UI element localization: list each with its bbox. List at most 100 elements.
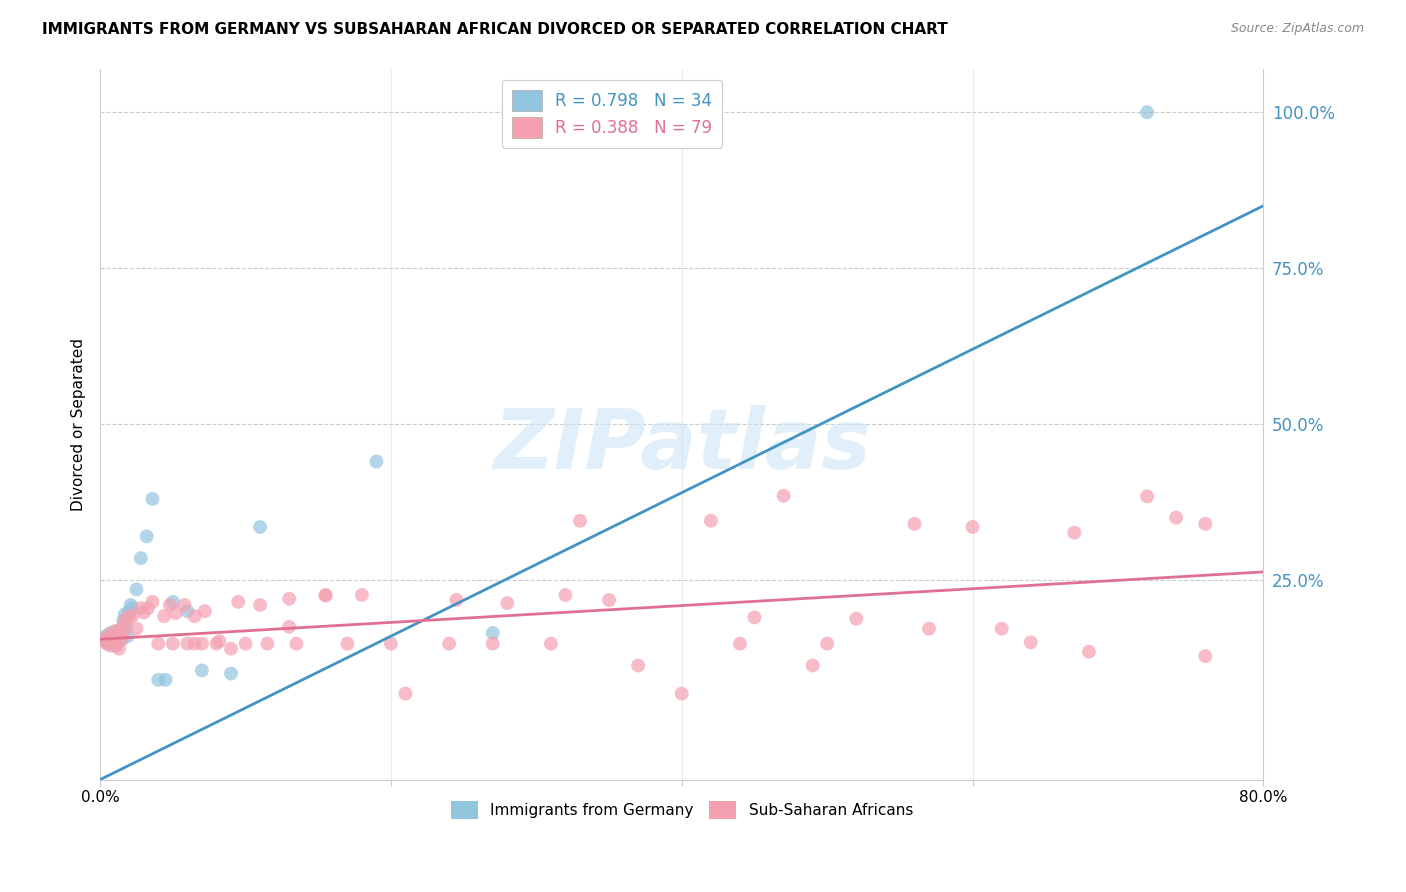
Point	[135, 529, 157, 543]
Point	[496, 596, 519, 610]
Point	[569, 514, 592, 528]
Point	[1077, 645, 1099, 659]
Point	[108, 628, 131, 642]
Point	[121, 609, 143, 624]
Point	[94, 629, 117, 643]
Point	[111, 632, 134, 647]
Point	[205, 637, 228, 651]
Point	[97, 634, 120, 648]
Point	[481, 637, 503, 651]
Point	[104, 624, 127, 639]
Point	[772, 489, 794, 503]
Point	[153, 609, 176, 624]
Point	[111, 632, 134, 647]
Point	[105, 639, 128, 653]
Point	[118, 604, 141, 618]
Point	[96, 637, 118, 651]
Point	[115, 612, 138, 626]
Point	[801, 658, 824, 673]
Point	[278, 591, 301, 606]
Point	[208, 634, 231, 648]
Point	[112, 616, 135, 631]
Point	[219, 641, 242, 656]
Point	[141, 491, 163, 506]
Point	[366, 454, 388, 468]
Point	[918, 622, 941, 636]
Point	[315, 589, 337, 603]
Point	[1019, 635, 1042, 649]
Point	[598, 593, 620, 607]
Point	[235, 637, 257, 651]
Y-axis label: Divorced or Separated: Divorced or Separated	[72, 337, 86, 510]
Point	[107, 626, 129, 640]
Point	[98, 626, 121, 640]
Point	[728, 637, 751, 651]
Point	[176, 604, 198, 618]
Text: Source: ZipAtlas.com: Source: ZipAtlas.com	[1230, 22, 1364, 36]
Point	[183, 609, 205, 624]
Point	[136, 601, 159, 615]
Point	[815, 637, 838, 651]
Point	[191, 637, 214, 651]
Point	[336, 637, 359, 651]
Point	[481, 626, 503, 640]
Point	[129, 601, 152, 615]
Point	[446, 593, 468, 607]
Point	[903, 516, 925, 531]
Point	[93, 632, 115, 647]
Point	[94, 635, 117, 649]
Point	[114, 623, 136, 637]
Point	[96, 637, 118, 651]
Point	[141, 595, 163, 609]
Point	[125, 582, 148, 597]
Point	[315, 588, 337, 602]
Point	[120, 598, 142, 612]
Point	[219, 666, 242, 681]
Point	[110, 623, 132, 637]
Text: ZIPatlas: ZIPatlas	[494, 405, 870, 486]
Point	[115, 620, 138, 634]
Point	[285, 637, 308, 651]
Point	[249, 598, 271, 612]
Point	[350, 588, 373, 602]
Point	[165, 606, 187, 620]
Point	[97, 628, 120, 642]
Point	[744, 610, 766, 624]
Point	[103, 635, 125, 649]
Point	[194, 604, 217, 618]
Point	[162, 595, 184, 609]
Point	[1194, 649, 1216, 664]
Point	[107, 632, 129, 647]
Point	[159, 598, 181, 612]
Point	[112, 614, 135, 628]
Point	[118, 609, 141, 624]
Point	[700, 514, 723, 528]
Point	[1063, 525, 1085, 540]
Point	[155, 673, 177, 687]
Point	[132, 606, 155, 620]
Point	[627, 658, 650, 673]
Point	[1136, 105, 1159, 120]
Point	[148, 673, 170, 687]
Point	[380, 637, 402, 651]
Point	[1166, 510, 1188, 524]
Point	[962, 520, 984, 534]
Point	[110, 628, 132, 642]
Legend: Immigrants from Germany, Sub-Saharan Africans: Immigrants from Germany, Sub-Saharan Afr…	[444, 795, 920, 825]
Point	[121, 601, 143, 615]
Point	[173, 598, 195, 612]
Point	[671, 686, 693, 700]
Point	[100, 631, 122, 645]
Point	[990, 622, 1012, 636]
Point	[98, 639, 121, 653]
Point	[1194, 516, 1216, 531]
Point	[183, 637, 205, 651]
Point	[191, 664, 214, 678]
Point	[278, 620, 301, 634]
Point	[148, 637, 170, 651]
Point	[845, 612, 868, 626]
Point	[105, 624, 128, 639]
Point	[129, 551, 152, 566]
Point	[162, 637, 184, 651]
Point	[125, 622, 148, 636]
